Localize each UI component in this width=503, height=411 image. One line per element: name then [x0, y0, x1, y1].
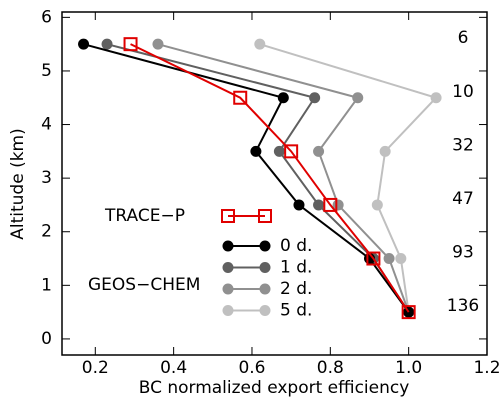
data-point	[401, 305, 416, 320]
y-tick-label: 4	[41, 115, 52, 135]
data-point	[395, 253, 407, 265]
data-point	[78, 38, 90, 50]
data-point	[323, 197, 338, 212]
y-axis-label: Altitude (km)	[8, 128, 28, 240]
y-tick-label: 5	[41, 61, 52, 81]
data-point	[379, 145, 391, 157]
data-point	[254, 38, 266, 50]
data-point	[273, 145, 285, 157]
y-tick-label: 6	[41, 7, 52, 27]
x-tick-label: 1.0	[395, 358, 422, 378]
x-tick-label: 0.6	[238, 358, 265, 378]
series-line	[259, 43, 438, 313]
right-label: 10	[452, 82, 474, 102]
data-point	[352, 92, 364, 104]
x-tick-label: 0.4	[160, 358, 187, 378]
data-point	[293, 199, 305, 211]
data-point	[371, 199, 383, 211]
x-tick-label: 1.2	[473, 358, 500, 378]
data-point	[313, 145, 325, 157]
right-label: 32	[452, 135, 474, 155]
legend-marker	[222, 262, 234, 273]
legend-label: 2 d.	[280, 279, 312, 299]
x-tick-label: 0.8	[317, 358, 344, 378]
legend-label: 5 d.	[280, 301, 312, 321]
legend-label: 0 d.	[280, 236, 312, 256]
legend-marker	[259, 305, 271, 316]
legend-group-label: GEOS−CHEM	[88, 275, 200, 295]
right-label: 93	[452, 243, 474, 263]
data-point	[309, 92, 321, 104]
y-tick-label: 1	[41, 275, 52, 295]
data-point	[277, 92, 289, 104]
data-point	[313, 199, 325, 211]
data-point	[152, 38, 164, 50]
data-point	[250, 145, 262, 157]
data-point	[233, 90, 248, 105]
right-label: 47	[452, 189, 474, 209]
y-tick-label: 2	[41, 222, 52, 242]
right-label: 6	[458, 28, 469, 48]
series-line	[83, 43, 410, 313]
legend-marker	[222, 240, 234, 252]
legend-marker	[221, 209, 235, 223]
data-point	[101, 38, 113, 50]
legend-marker	[222, 305, 234, 316]
legend-marker	[259, 283, 271, 295]
data-point	[430, 92, 442, 104]
data-point	[366, 251, 381, 266]
series-line	[106, 43, 410, 313]
series-line	[130, 43, 410, 313]
x-tick-label: 0.2	[82, 358, 109, 378]
legend-marker	[222, 283, 234, 295]
plot-frame	[61, 11, 488, 356]
legend-marker	[259, 262, 271, 273]
data-point	[284, 144, 299, 159]
legend-label: 1 d.	[280, 258, 312, 278]
x-axis-label: BC normalized export efficiency	[139, 378, 410, 398]
data-point	[383, 253, 395, 265]
y-tick-label: 3	[41, 168, 52, 188]
legend-label: TRACE−P	[104, 206, 185, 226]
legend-marker	[258, 209, 272, 223]
series-line	[157, 43, 410, 313]
data-point	[123, 37, 138, 52]
y-tick-label: 0	[41, 329, 52, 349]
legend-marker	[259, 240, 271, 252]
right-label: 136	[447, 296, 479, 316]
